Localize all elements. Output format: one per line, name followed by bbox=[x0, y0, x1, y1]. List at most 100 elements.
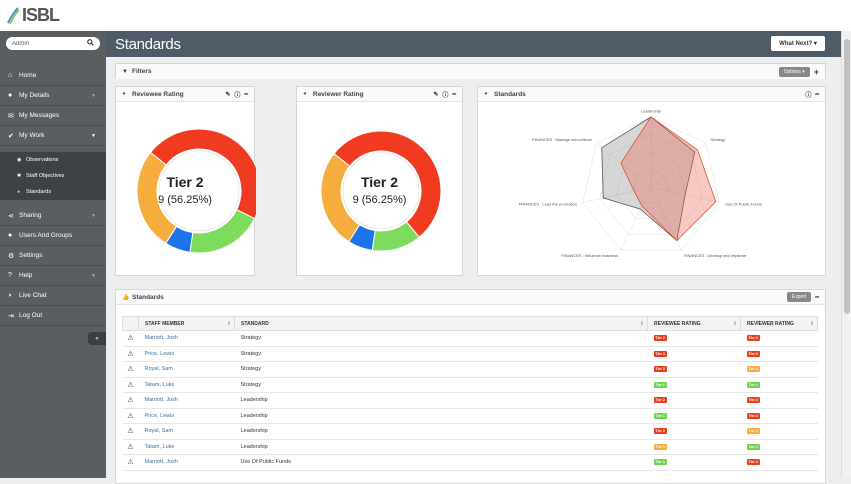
what-next-button[interactable]: What Next? ▾ bbox=[771, 36, 825, 51]
info-icon[interactable]: ⓘ bbox=[442, 92, 449, 99]
nav-my-work[interactable]: ✔ My Work ▼ bbox=[0, 126, 106, 146]
donut-inner-ring bbox=[158, 150, 240, 232]
staff-link[interactable]: Royal, Sam bbox=[144, 428, 173, 435]
search-input[interactable] bbox=[12, 40, 82, 47]
table-row[interactable]: ⚠ Marriott, Josh Use Of Public Funds Tier 1… bbox=[122, 454, 818, 471]
export-button[interactable]: Export bbox=[786, 292, 812, 302]
nav-my-messages[interactable]: ✉ My Messages bbox=[0, 106, 106, 126]
nav-settings[interactable]: ⚙ Settings bbox=[0, 246, 106, 266]
scrollbar[interactable] bbox=[841, 31, 851, 478]
donut-segment[interactable] bbox=[149, 128, 262, 220]
reviewer-cell: Tier 2 bbox=[740, 330, 818, 347]
radar-grid bbox=[633, 169, 669, 204]
column-header-reviewee[interactable]: REVIEWEE RATING ⇕ bbox=[647, 316, 741, 331]
staff-link[interactable]: Marriott, Josh bbox=[144, 335, 178, 342]
radar-series[interactable] bbox=[620, 116, 717, 242]
donut-segment[interactable] bbox=[189, 209, 256, 254]
column-header-reviewer[interactable]: REVIEWER RATING ⇕ bbox=[740, 316, 818, 331]
staff-cell[interactable]: Marriott, Josh bbox=[138, 454, 235, 471]
radar-series[interactable] bbox=[601, 116, 696, 242]
options-button[interactable]: Options ▾ bbox=[778, 66, 810, 77]
staff-link[interactable]: Marriott, Josh bbox=[144, 459, 178, 466]
subnav-staff-objectives[interactable]: ✱ Staff Objectives bbox=[0, 168, 106, 184]
eraser-icon[interactable]: ✎ bbox=[433, 91, 439, 98]
reviewee-tier-label: Tier 2 bbox=[166, 174, 204, 190]
nav-log-out[interactable]: ⇥ Log Out bbox=[0, 306, 106, 326]
minimize-icon[interactable]: ━ bbox=[815, 91, 819, 98]
warn-column-header bbox=[122, 316, 139, 331]
subnav-observations[interactable]: ◉ Observations bbox=[0, 152, 106, 168]
search-box[interactable] bbox=[6, 37, 100, 50]
table-row[interactable]: ⚠ Tatam, Luke Leadership Tier 3 Tier 1 bbox=[122, 439, 818, 455]
sort-icon[interactable]: ⇕ bbox=[732, 320, 737, 327]
staff-cell[interactable]: Marriott, Josh bbox=[138, 330, 235, 347]
nav-home[interactable]: ⌂ Home bbox=[0, 66, 106, 86]
nav-users-and-groups[interactable]: ● Users And Groups bbox=[0, 226, 106, 246]
sort-icon[interactable]: ⇕ bbox=[226, 320, 231, 327]
staff-cell[interactable]: Price, Lewis bbox=[138, 408, 235, 424]
subnav-standards[interactable]: ◕ Standards bbox=[0, 184, 106, 200]
filters-header[interactable]: ▼ Filters Options ▾ + bbox=[116, 64, 825, 79]
reviewer-donut-area: Tier 2 9 (56.25%) bbox=[297, 102, 462, 272]
donut-segment[interactable] bbox=[136, 151, 178, 245]
reviewee-badge: Tier 2 bbox=[653, 366, 667, 373]
eraser-icon[interactable]: ✎ bbox=[225, 91, 231, 98]
nav-label: My Work bbox=[19, 132, 45, 139]
sort-icon[interactable]: ⇕ bbox=[639, 320, 644, 327]
table-row[interactable]: ⚠ Tatam, Luke Strategy Tier 1 Tier 1 bbox=[122, 377, 818, 393]
standard-cell: Strategy bbox=[234, 330, 648, 347]
nav-help[interactable]: ? Help ▼ bbox=[0, 266, 106, 286]
nav-my-details[interactable]: ● My Details ▼ bbox=[0, 86, 106, 106]
staff-cell[interactable]: Royal, Sam bbox=[138, 423, 235, 440]
staff-link[interactable]: Tatam, Luke bbox=[144, 381, 175, 388]
donut-segment[interactable] bbox=[333, 130, 442, 238]
table-row[interactable]: ⚠ Price, Lewis Strategy Tier 3 Tier 2 bbox=[122, 346, 818, 362]
reviewee-tier-value: 9 (56.25%) bbox=[158, 194, 212, 206]
table-row[interactable]: ⚠ Price, Lewis Leadership Tier 1 Tier 2 bbox=[122, 408, 818, 424]
reviewer-rating-header: ◕ Reviewer Rating ✎ ⓘ ━ bbox=[297, 87, 462, 102]
staff-cell[interactable]: Tatam, Luke bbox=[138, 439, 235, 455]
warning-icon: ⚠ bbox=[122, 346, 139, 362]
plus-icon[interactable]: + bbox=[813, 66, 819, 77]
staff-link[interactable]: Tatam, Luke bbox=[144, 443, 175, 450]
table-row[interactable]: ⚠ Marriott, Josh Leadership Tier 2 Tier 2 bbox=[122, 392, 818, 409]
nav-live-chat[interactable]: ◗ Live Chat bbox=[0, 286, 106, 306]
staff-link[interactable]: Price, Lewis bbox=[144, 350, 175, 357]
warning-icon: ⚠ bbox=[122, 392, 139, 409]
minimize-icon[interactable]: ━ bbox=[815, 294, 819, 301]
scrollbar-thumb[interactable] bbox=[844, 39, 850, 314]
collapse-sidebar-button[interactable]: « bbox=[88, 332, 106, 345]
logo[interactable]: ISBL bbox=[0, 0, 106, 31]
staff-link[interactable]: Marriott, Josh bbox=[144, 397, 178, 404]
envelope-icon: ✉ bbox=[8, 112, 14, 120]
subnav-label: Standards bbox=[26, 189, 52, 195]
reviewer-badge: Tier 3 bbox=[746, 366, 760, 373]
column-header-standard[interactable]: STANDARD ⇕ bbox=[234, 316, 648, 331]
reviewer-cell: Tier 2 bbox=[740, 408, 818, 424]
sort-icon[interactable]: ⇕ bbox=[809, 320, 814, 327]
table-row[interactable]: ⚠ Marriott, Josh Strategy Tier 2 Tier 2 bbox=[122, 330, 818, 347]
table-row[interactable]: ⚠ Royal, Sam Strategy Tier 2 Tier 3 bbox=[122, 361, 818, 378]
info-icon[interactable]: ⓘ bbox=[234, 92, 241, 99]
filter-icon: ▼ bbox=[122, 68, 128, 75]
staff-cell[interactable]: Tatam, Luke bbox=[138, 377, 235, 393]
staff-cell[interactable]: Price, Lewis bbox=[138, 346, 235, 362]
staff-cell[interactable]: Marriott, Josh bbox=[138, 392, 235, 409]
staff-cell[interactable]: Royal, Sam bbox=[138, 361, 235, 378]
warning-icon: ⚠ bbox=[122, 439, 139, 455]
reviewee-cell: Tier 1 bbox=[647, 454, 741, 471]
column-header-staff[interactable]: STAFF MEMBER ⇕ bbox=[138, 316, 235, 331]
staff-link[interactable]: Price, Lewis bbox=[144, 412, 175, 419]
info-icon[interactable]: ⓘ bbox=[805, 92, 812, 99]
standard-cell: Leadership bbox=[234, 439, 648, 455]
minimize-icon[interactable]: ━ bbox=[244, 91, 248, 98]
staff-link[interactable]: Royal, Sam bbox=[144, 366, 173, 373]
search-icon[interactable] bbox=[87, 39, 94, 48]
reviewer-badge: Tier 3 bbox=[746, 428, 760, 435]
minimize-icon[interactable]: ━ bbox=[452, 91, 456, 98]
donut-segment[interactable] bbox=[320, 153, 361, 243]
table-row[interactable]: ⚠ Royal, Sam Leadership Tier 2 Tier 3 bbox=[122, 423, 818, 440]
reviewer-cell: Tier 2 bbox=[740, 346, 818, 362]
filters-title: Filters bbox=[132, 68, 152, 75]
nav-sharing[interactable]: ⋖ Sharing ▼ bbox=[0, 206, 106, 226]
